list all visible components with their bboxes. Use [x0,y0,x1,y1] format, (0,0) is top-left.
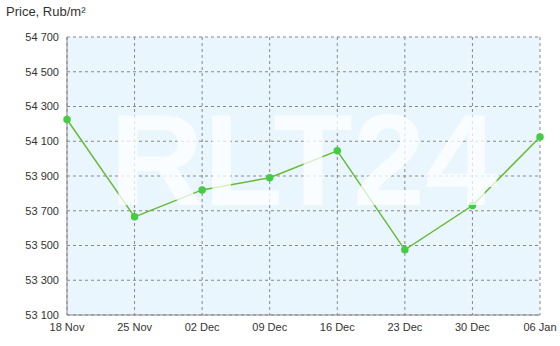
svg-text:54 300: 54 300 [25,100,59,112]
svg-text:53 100: 53 100 [25,309,59,321]
svg-text:53 900: 53 900 [25,170,59,182]
svg-text:09 Dec: 09 Dec [252,321,287,333]
html-text:RLT24: RLT24 [109,87,498,233]
svg-text:23 Dec: 23 Dec [387,321,422,333]
svg-text:53 500: 53 500 [25,239,59,251]
svg-text:02 Dec: 02 Dec [185,321,220,333]
svg-text:54 700: 54 700 [25,31,59,43]
svg-text:18 Nov: 18 Nov [50,321,85,333]
svg-text:25 Nov: 25 Nov [117,321,152,333]
svg-text:16 Dec: 16 Dec [320,321,355,333]
svg-text:06 Jan: 06 Jan [523,321,552,333]
svg-text:53 700: 53 700 [25,205,59,217]
svg-text:54 500: 54 500 [25,66,59,78]
svg-text:54 100: 54 100 [25,135,59,147]
svg-text:53 300: 53 300 [25,274,59,286]
html-text:Price, Rub/m²: Price, Rub/m² [6,4,86,19]
svg-text:30 Dec: 30 Dec [455,321,490,333]
